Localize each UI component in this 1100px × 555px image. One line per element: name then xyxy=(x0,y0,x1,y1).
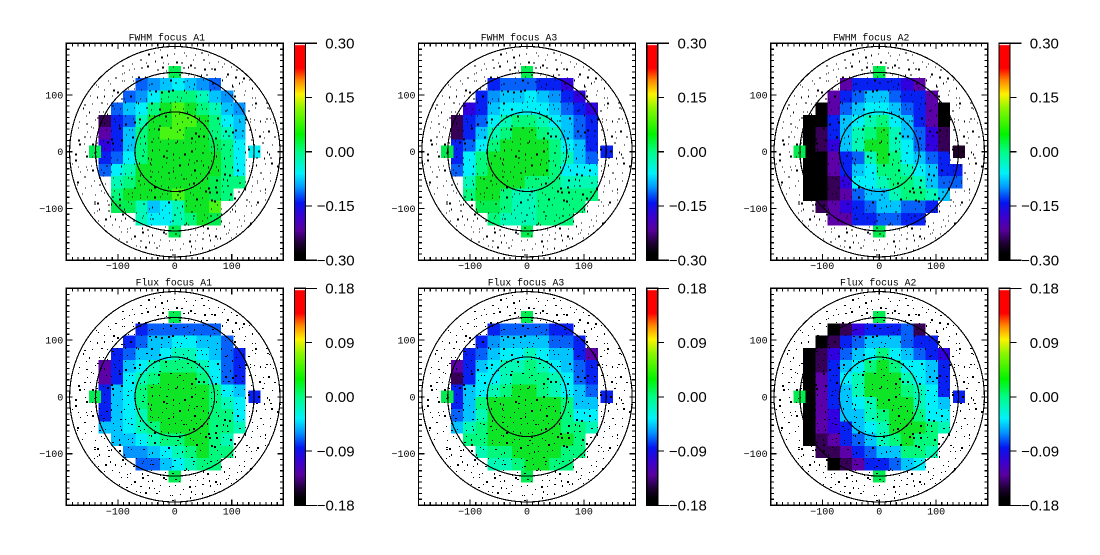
svg-text:FWHM focus A3: FWHM focus A3 xyxy=(481,32,558,43)
svg-text:100: 100 xyxy=(750,91,768,102)
svg-text:−100: −100 xyxy=(391,450,415,461)
svg-text:−100: −100 xyxy=(39,450,63,461)
svg-text:0: 0 xyxy=(409,393,415,404)
svg-text:−100: −100 xyxy=(458,262,482,273)
svg-text:0: 0 xyxy=(876,262,882,273)
svg-text:−100: −100 xyxy=(106,262,130,273)
svg-text:100: 100 xyxy=(223,262,241,273)
svg-text:−100: −100 xyxy=(39,205,63,216)
svg-text:−0.15: −0.15 xyxy=(669,198,707,215)
svg-text:−0.30: −0.30 xyxy=(669,252,707,269)
svg-text:−0.18: −0.18 xyxy=(669,498,707,515)
svg-text:FWHM focus A2: FWHM focus A2 xyxy=(833,32,910,43)
svg-text:0.09: 0.09 xyxy=(1030,335,1059,352)
svg-text:−100: −100 xyxy=(391,205,415,216)
svg-text:100: 100 xyxy=(223,507,241,518)
svg-text:100: 100 xyxy=(397,336,415,347)
svg-text:0.30: 0.30 xyxy=(678,35,707,52)
svg-text:0.00: 0.00 xyxy=(325,144,354,161)
svg-text:0: 0 xyxy=(762,393,768,404)
svg-text:0: 0 xyxy=(172,262,178,273)
svg-text:0: 0 xyxy=(762,148,768,159)
svg-text:0.09: 0.09 xyxy=(678,335,707,352)
svg-text:0.00: 0.00 xyxy=(1030,389,1059,406)
svg-text:0.09: 0.09 xyxy=(325,335,354,352)
svg-text:100: 100 xyxy=(397,91,415,102)
svg-text:0.18: 0.18 xyxy=(1030,281,1059,298)
svg-text:0: 0 xyxy=(524,262,530,273)
svg-text:−0.30: −0.30 xyxy=(317,252,355,269)
svg-text:100: 100 xyxy=(575,507,593,518)
svg-text:100: 100 xyxy=(927,262,945,273)
svg-text:−0.09: −0.09 xyxy=(669,443,707,460)
svg-text:0.00: 0.00 xyxy=(1030,144,1059,161)
svg-text:−100: −100 xyxy=(744,450,768,461)
svg-text:0.15: 0.15 xyxy=(678,90,707,107)
svg-text:0: 0 xyxy=(524,507,530,518)
svg-text:−100: −100 xyxy=(810,507,834,518)
svg-text:0.15: 0.15 xyxy=(325,90,354,107)
svg-text:0.30: 0.30 xyxy=(325,35,354,52)
svg-text:0: 0 xyxy=(57,393,63,404)
svg-text:0: 0 xyxy=(409,148,415,159)
svg-text:100: 100 xyxy=(927,507,945,518)
svg-text:100: 100 xyxy=(750,336,768,347)
svg-text:0.30: 0.30 xyxy=(1030,35,1059,52)
svg-text:100: 100 xyxy=(575,262,593,273)
svg-text:0.18: 0.18 xyxy=(678,281,707,298)
svg-text:FWHM focus A1: FWHM focus A1 xyxy=(129,32,206,43)
svg-text:0.15: 0.15 xyxy=(1030,90,1059,107)
svg-text:0: 0 xyxy=(876,507,882,518)
svg-text:−0.15: −0.15 xyxy=(1021,198,1059,215)
svg-text:100: 100 xyxy=(45,91,63,102)
svg-text:Flux focus A3: Flux focus A3 xyxy=(488,277,565,288)
svg-text:0: 0 xyxy=(172,507,178,518)
svg-text:−0.18: −0.18 xyxy=(317,498,355,515)
svg-text:Flux focus A2: Flux focus A2 xyxy=(840,277,917,288)
svg-text:−0.09: −0.09 xyxy=(1021,443,1059,460)
svg-text:−100: −100 xyxy=(744,205,768,216)
svg-text:−0.09: −0.09 xyxy=(317,443,355,460)
svg-text:0.00: 0.00 xyxy=(678,144,707,161)
svg-text:−100: −100 xyxy=(106,507,130,518)
svg-text:−0.18: −0.18 xyxy=(1021,498,1059,515)
svg-text:−100: −100 xyxy=(458,507,482,518)
svg-text:0.00: 0.00 xyxy=(325,389,354,406)
svg-text:0.00: 0.00 xyxy=(678,389,707,406)
svg-text:−0.30: −0.30 xyxy=(1021,252,1059,269)
svg-text:−100: −100 xyxy=(810,262,834,273)
svg-text:Flux focus A1: Flux focus A1 xyxy=(136,277,213,288)
svg-text:−0.15: −0.15 xyxy=(317,198,355,215)
svg-text:0: 0 xyxy=(57,148,63,159)
svg-text:0.18: 0.18 xyxy=(325,281,354,298)
svg-text:100: 100 xyxy=(45,336,63,347)
